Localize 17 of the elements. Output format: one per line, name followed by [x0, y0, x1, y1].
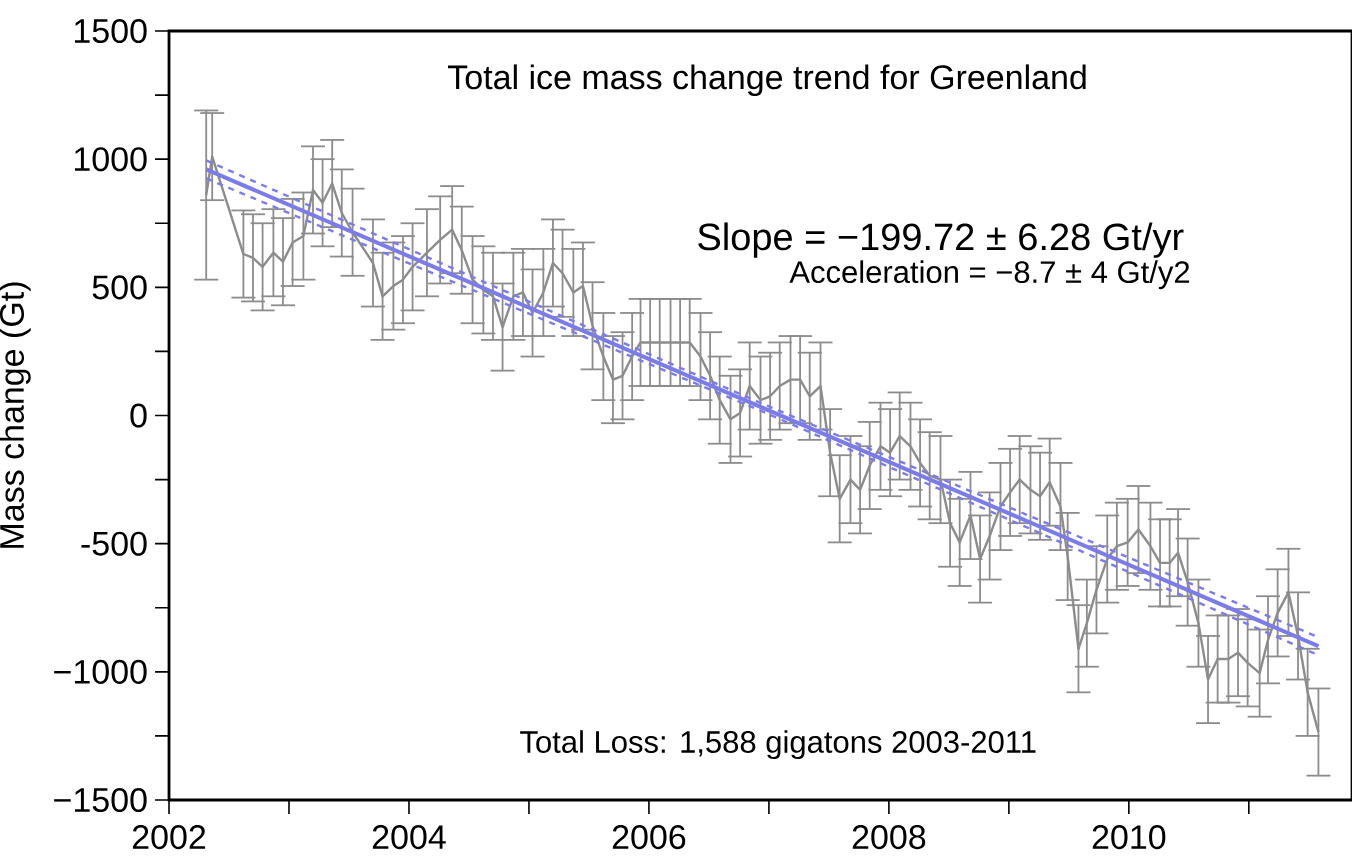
y-tick-label: -500: [81, 531, 147, 556]
annotation: Acceleration = −8.7 ± 4 Gt/y2: [789, 260, 1190, 290]
y-tick-label: −1000: [54, 659, 147, 684]
annotation: Total Loss: 1,588 gigatons 2003-2011: [520, 730, 1036, 760]
annotation: Slope = −199.72 ± 6.28 Gt/yr: [698, 222, 1184, 258]
y-axis-title: Mass change (Gt): [0, 282, 31, 548]
x-tick-label: 2002: [132, 825, 206, 850]
text: Total ice mass change trend for Greenland: [448, 64, 1086, 97]
y-tick-label: 1500: [74, 18, 147, 44]
x-tick-label: 2010: [1092, 825, 1166, 850]
x-tick-label: 2008: [852, 825, 926, 850]
x-tick-label: 2004: [372, 825, 446, 850]
y-tick-label: 1000: [74, 147, 147, 172]
y-tick-label: 500: [92, 275, 147, 300]
x-tick-label: 2006: [612, 825, 686, 850]
y-tick-label: 0: [130, 403, 147, 428]
y-tick-label: −1500: [54, 787, 147, 813]
